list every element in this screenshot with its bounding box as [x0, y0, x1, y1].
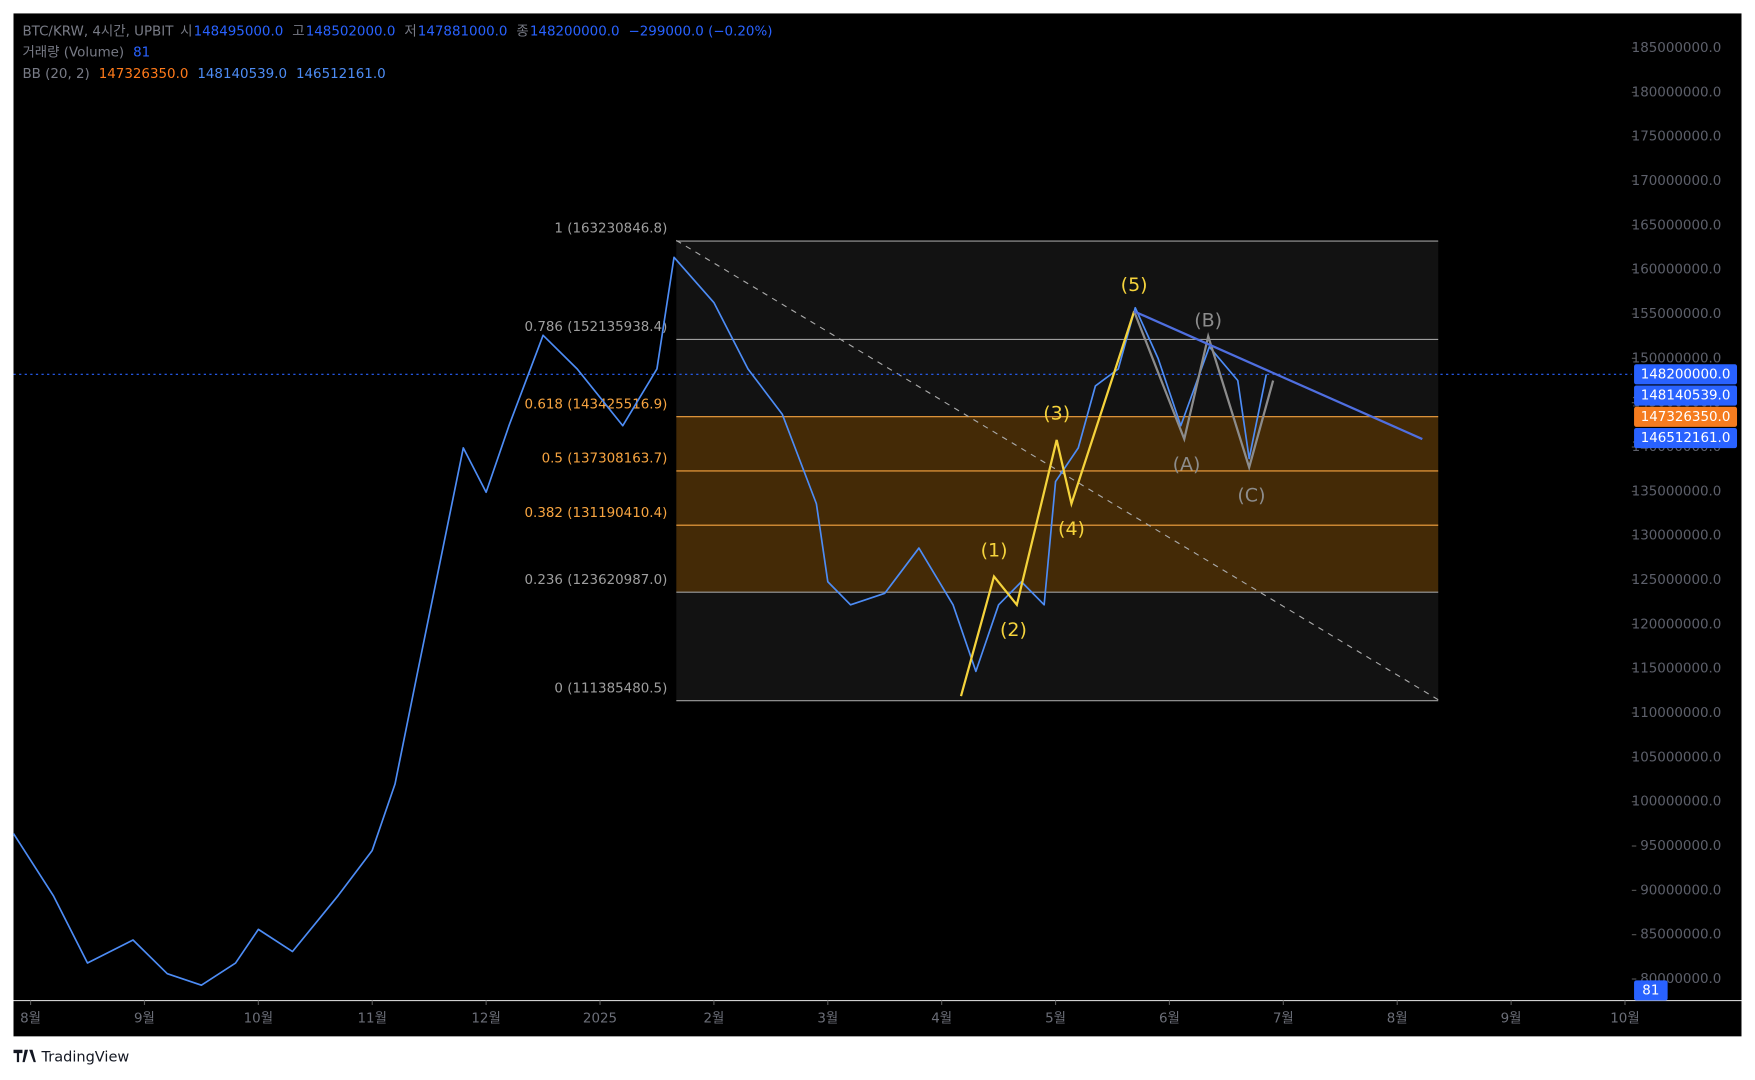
legend-text: 종: [516, 24, 528, 39]
volume-label: 81: [1642, 983, 1659, 998]
legend-text: 81: [133, 46, 150, 61]
legend-text: BB (20, 2): [22, 67, 89, 82]
y-tick-label: 165000000.0: [1632, 218, 1722, 233]
x-tick-label: 6월: [1159, 1010, 1180, 1026]
y-tick-label: 175000000.0: [1632, 130, 1722, 145]
wave-label: (5): [1121, 274, 1148, 296]
y-tick-label: 95000000.0: [1640, 839, 1721, 854]
x-tick-label: 2월: [703, 1010, 724, 1026]
wave-label: (3): [1043, 403, 1070, 425]
volume-label-box: [1634, 980, 1668, 1001]
x-tick-label: 2025: [583, 1011, 617, 1026]
wave-label: (1): [981, 539, 1008, 561]
legend-text: 146512161.0: [296, 67, 386, 82]
diagonal-line: [675, 239, 1439, 701]
legend-text: 거래량 (Volume): [22, 45, 124, 61]
price-label-box: [1634, 406, 1738, 427]
legend-text: 148140539.0: [197, 67, 287, 82]
price-label-box: [1634, 364, 1738, 385]
legend-text: 저: [404, 23, 416, 39]
price-label: 147326350.0: [1641, 410, 1731, 425]
y-tick-label: 100000000.0: [1632, 795, 1722, 810]
y-tick-label: 185000000.0: [1632, 41, 1722, 56]
x-tick-label: 10월: [244, 1010, 273, 1026]
y-tick-label: 115000000.0: [1632, 662, 1722, 677]
impulse-wave: [959, 311, 1136, 697]
fib-label: 0.618 (143425516.9): [525, 397, 668, 412]
correction-wave: [1133, 310, 1275, 472]
legend-text: 148495000.0: [194, 24, 284, 39]
x-tick-label: 5월: [1045, 1010, 1066, 1026]
y-tick-label: 85000000.0: [1640, 928, 1721, 943]
legend-text: −299000.0 (−0.20%): [629, 24, 773, 39]
y-tick-label: 125000000.0: [1632, 573, 1722, 588]
price-label: 146512161.0: [1641, 431, 1731, 446]
y-tick-label: 90000000.0: [1640, 883, 1721, 898]
wave-label: (4): [1058, 518, 1085, 540]
y-tick-label: 160000000.0: [1632, 263, 1722, 278]
x-tick-label: 9월: [134, 1010, 155, 1026]
price-label-box: [1634, 385, 1738, 406]
fib-label: 0.236 (123620987.0): [525, 573, 668, 588]
x-tick-label: 7월: [1273, 1010, 1294, 1026]
legend-text: 고: [292, 24, 304, 39]
fib-zone: [676, 525, 1439, 593]
y-tick-label: 180000000.0: [1632, 85, 1722, 100]
fib-zone: [676, 592, 1439, 701]
price-line: [12, 256, 1268, 987]
y-tick-label: 120000000.0: [1632, 617, 1722, 632]
legend-text: 147326350.0: [99, 67, 189, 82]
x-tick-label: 3월: [817, 1010, 838, 1026]
legend-text: 148502000.0: [306, 24, 396, 39]
y-tick-label: 150000000.0: [1632, 351, 1722, 366]
legend-text: 148200000.0: [530, 24, 620, 39]
fib-label: 0.786 (152135938.4): [525, 320, 668, 335]
price-label-box: [1634, 428, 1738, 449]
wave-label: (2): [1000, 619, 1027, 641]
fib-label: 0.5 (137308163.7): [542, 452, 668, 467]
footer: TradingView: [40, 1050, 129, 1066]
wave-label: (C): [1237, 484, 1265, 506]
y-tick-label: 130000000.0: [1632, 529, 1722, 544]
x-tick-label: 4월: [931, 1010, 952, 1026]
fib-label: 0 (111385480.5): [554, 681, 667, 696]
fib-label: 0.382 (131190410.4): [525, 506, 668, 521]
wave-label: (A): [1173, 453, 1201, 475]
y-tick-label: 135000000.0: [1632, 484, 1722, 499]
price-label: 148200000.0: [1641, 367, 1731, 382]
x-tick-label: 9월: [1501, 1010, 1522, 1026]
legend-text: BTC/KRW, 4시간, UPBIT: [22, 23, 174, 39]
trend-line: [1133, 310, 1423, 441]
legend-text: 147881000.0: [418, 24, 508, 39]
x-tick-label: 10월: [1610, 1010, 1639, 1026]
y-tick-label: 110000000.0: [1632, 706, 1722, 721]
x-tick-label: 12월: [471, 1010, 500, 1026]
price-label: 148140539.0: [1641, 389, 1731, 404]
fib-label: 1 (163230846.8): [554, 222, 667, 237]
y-tick-label: 105000000.0: [1632, 750, 1722, 765]
x-tick-label: 8월: [1387, 1010, 1408, 1026]
y-tick-label: 170000000.0: [1632, 174, 1722, 189]
x-tick-label: 11월: [358, 1010, 387, 1026]
y-tick-label: 155000000.0: [1632, 307, 1722, 322]
fib-zone: [676, 339, 1439, 417]
wave-label: (B): [1194, 310, 1222, 332]
legend-text: 시: [180, 24, 192, 39]
logo: [13, 1049, 36, 1063]
x-tick-label: 8월: [20, 1010, 41, 1026]
fib-zone: [676, 241, 1439, 340]
